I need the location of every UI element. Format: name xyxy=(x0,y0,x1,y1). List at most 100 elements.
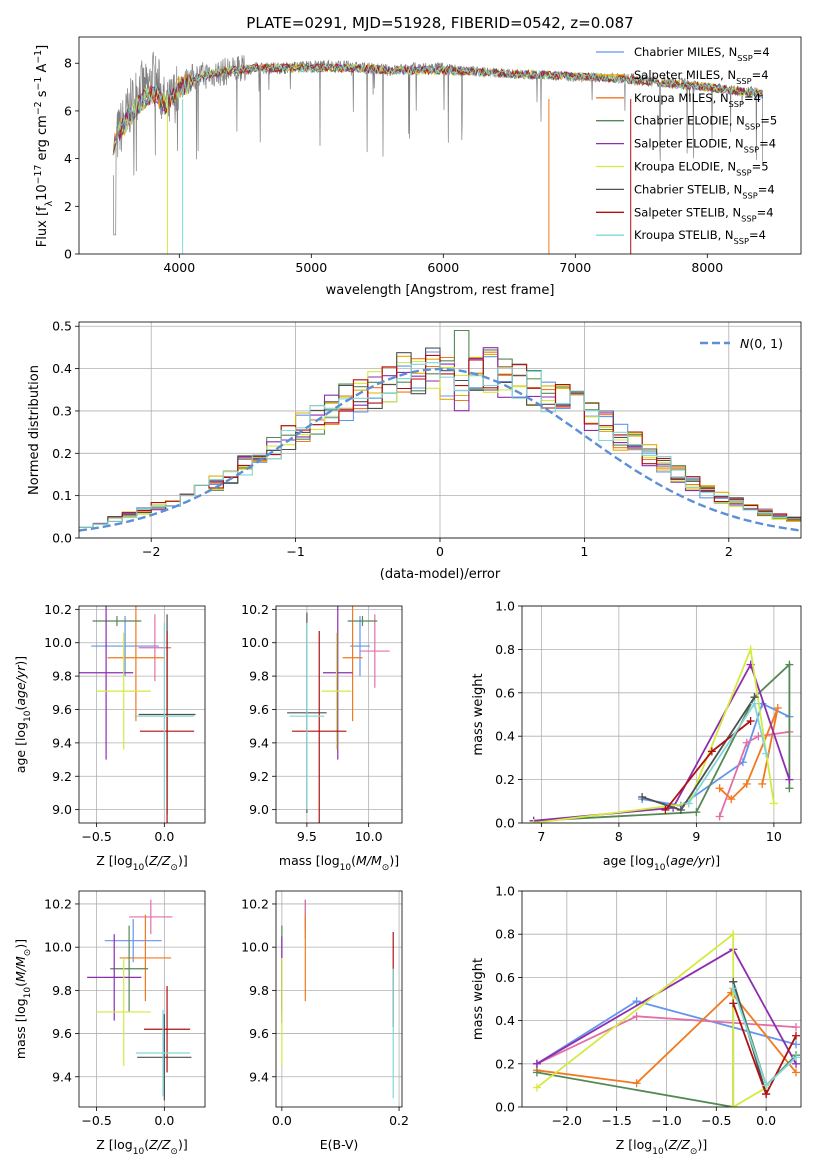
x-tick-label: 0.0 xyxy=(272,1113,292,1128)
y-tick-label: 0.6 xyxy=(495,970,515,985)
error-bar-point xyxy=(92,616,142,627)
y-tick-label: 1.0 xyxy=(495,599,515,614)
frame-mass_vs_Z xyxy=(78,890,206,1108)
weight-marker xyxy=(785,775,794,784)
y-tick-label: 9.2 xyxy=(249,769,269,784)
legend-label: Salpeter MILES, NSSP=4 xyxy=(634,68,769,86)
normal-curve xyxy=(79,367,801,532)
weight-marker xyxy=(676,805,685,814)
y-tick-label: 0.1 xyxy=(52,488,72,503)
x-axis-label: mass [log10(M/M⊙)] xyxy=(279,853,399,873)
weight-line xyxy=(536,932,767,1107)
weight-marker xyxy=(715,812,724,821)
error-bar-point xyxy=(321,632,352,750)
x-tick-label: 9.5 xyxy=(297,829,317,844)
weight-marker xyxy=(632,1012,641,1021)
y-tick-label: 9.4 xyxy=(52,1069,72,1084)
y-axis-label: age [log10(age/yr)] xyxy=(13,656,33,773)
weight-line xyxy=(533,662,791,822)
weight-marker xyxy=(729,999,738,1008)
error-bar-point xyxy=(360,614,390,688)
legend-label: Kroupa MILES, NSSP=4 xyxy=(634,91,761,109)
x-axis-label: (data-model)/error xyxy=(380,567,501,582)
x-tick-label: 7 xyxy=(537,829,545,844)
x-tick-label: 8 xyxy=(615,829,623,844)
error-bar-point xyxy=(91,616,159,677)
y-axis-label: mass weight xyxy=(471,673,486,755)
y-tick-label: 10.0 xyxy=(44,635,72,650)
x-tick-label: 0.2 xyxy=(389,1113,409,1128)
weight-marker xyxy=(754,732,763,741)
x-tick-label: 0 xyxy=(436,544,444,559)
weight-marker xyxy=(769,799,778,808)
y-tick-label: 0.4 xyxy=(495,729,515,744)
y-tick-label: 9.4 xyxy=(249,1069,269,1084)
y-tick-label: 9.8 xyxy=(52,669,72,684)
x-tick-label: 7000 xyxy=(559,260,591,275)
error-bar-point xyxy=(87,934,142,1021)
error-bar-point xyxy=(96,632,151,750)
weight-marker xyxy=(762,749,771,758)
x-tick-label: 4000 xyxy=(163,260,195,275)
x-tick-label: −1.5 xyxy=(601,1113,631,1128)
weight-marker xyxy=(529,819,538,823)
frame-weight_vs_age xyxy=(521,605,802,824)
x-tick-label: −0.5 xyxy=(701,1113,731,1128)
y-tick-label: 2 xyxy=(64,199,72,214)
y-tick-label: 6 xyxy=(64,103,72,118)
model-spectrum-line xyxy=(112,63,763,156)
plot-area-weight_vs_age xyxy=(529,645,794,823)
frame-weight_vs_Z xyxy=(521,890,802,1108)
weight-marker xyxy=(792,1053,801,1062)
x-tick-label: −2 xyxy=(142,544,160,559)
error-bar-point xyxy=(292,631,347,823)
y-tick-label: 0.2 xyxy=(495,772,515,787)
weight-marker xyxy=(532,1083,541,1092)
y-tick-label: 0.8 xyxy=(495,927,515,942)
error-bar-point xyxy=(322,606,353,760)
error-bar-point xyxy=(139,631,195,823)
y-tick-label: 4 xyxy=(64,151,72,166)
x-tick-label: 6000 xyxy=(427,260,459,275)
y-tick-label: 0.4 xyxy=(495,1013,515,1028)
x-tick-label: −1.0 xyxy=(651,1113,681,1128)
y-axis-label: mass [log10(M/M⊙)] xyxy=(13,939,33,1059)
weight-marker xyxy=(742,779,751,788)
error-bar-point xyxy=(110,925,149,1012)
weight-marker xyxy=(758,779,767,788)
y-tick-label: 0.2 xyxy=(52,446,72,461)
plot-area-spectrum xyxy=(112,51,764,254)
plot-area-mass_vs_Z xyxy=(87,899,192,1101)
y-tick-label: 9.8 xyxy=(249,983,269,998)
weight-marker xyxy=(532,1059,541,1068)
error-bar-point xyxy=(347,616,378,627)
legend-label: N(0, 1) xyxy=(740,336,783,351)
x-tick-label: 10.0 xyxy=(355,829,383,844)
y-tick-label: 10.2 xyxy=(241,602,269,617)
frame-age_vs_mass xyxy=(275,605,403,824)
error-bar-point xyxy=(96,957,151,1066)
weight-marker xyxy=(638,792,647,801)
frame-age_vs_Z xyxy=(78,605,206,824)
y-tick-label: 10.2 xyxy=(241,896,269,911)
frame-mass_vs_EBV xyxy=(275,890,403,1108)
panel-age_vs_Z: −0.5 0.0 9.0 9.2 9.4 9.6 9.8 10.0 10.2 xyxy=(44,602,206,844)
x-tick-label: 8000 xyxy=(691,260,723,275)
panel-age_vs_mass: 9.5 10.0 9.0 9.2 9.4 9.6 9.8 10.0 10.2 xyxy=(241,602,403,844)
weight-line xyxy=(533,646,775,823)
x-tick-label: −0.5 xyxy=(81,1113,111,1128)
y-tick-label: 0.6 xyxy=(495,685,515,700)
panel-weight_vs_age: 7 8 9 10 0.0 0.2 0.4 0.6 0.8 1.0 xyxy=(495,599,802,844)
frame-spectrum xyxy=(78,36,802,255)
panel-residuals: −2 −1 0 1 2 0.0 0.1 0.2 0.3 0.4 0.5 xyxy=(52,319,802,559)
weight-marker xyxy=(792,1040,801,1049)
weight-marker xyxy=(785,660,794,669)
y-tick-label: 10.2 xyxy=(44,896,72,911)
y-tick-label: 9.4 xyxy=(52,735,72,750)
plot-area-age_vs_mass xyxy=(287,606,390,823)
weight-marker xyxy=(707,747,716,756)
error-bar-point xyxy=(137,1014,192,1101)
legend-label: Chabrier MILES, NSSP=4 xyxy=(634,45,770,63)
weight-marker xyxy=(532,1068,541,1077)
